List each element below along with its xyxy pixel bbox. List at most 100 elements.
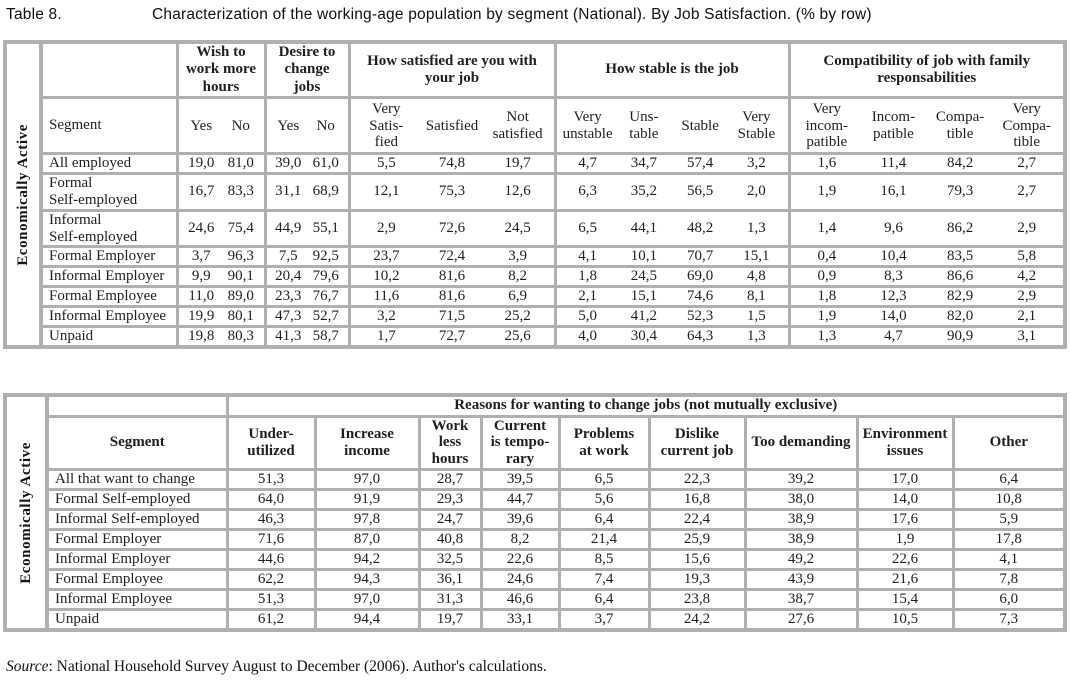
value-cell: 94,4 [313, 607, 421, 632]
value-group-cell: 19,0 81,0 [175, 152, 267, 176]
value: 1,9 [817, 183, 837, 200]
table1-side-label: Economically Active [14, 123, 31, 266]
value: 15,1 [743, 248, 770, 265]
value: 1,8 [817, 288, 837, 305]
segment-cell: Unpaid [39, 325, 179, 349]
value-group-cell: 23,7 72,4 3,9 [347, 245, 557, 269]
col-header: Yes [190, 117, 213, 134]
segment-column-header: Segment [39, 96, 179, 156]
value: 64,3 [687, 328, 714, 345]
value: 6,3 [578, 183, 597, 200]
group-header-stability: How stable is the job [553, 40, 791, 100]
col-header-problems-at-work: Problems at work [557, 414, 651, 471]
value: 19,9 [188, 308, 215, 325]
value: 39,0 [275, 155, 302, 172]
value-group-cell: 4,7 34,7 57,4 3,2 [553, 152, 791, 176]
value: 11,4 [880, 155, 907, 172]
value: 1,5 [747, 308, 766, 325]
value: 1,3 [817, 328, 837, 345]
value-cell: 32,5 [417, 547, 483, 571]
value: 2,7 [1017, 155, 1037, 172]
value: 68,9 [312, 183, 339, 200]
value-group-cell: 2,1 15,1 74,6 8,1 [553, 285, 791, 309]
value: 90,1 [227, 268, 254, 285]
table-row: Informal Employer 44,6 94,2 32,5 22,6 8,5 15,6… [45, 547, 1067, 571]
value: 6,5 [578, 220, 597, 237]
segment-cell: Formal Employer [39, 245, 179, 269]
value-cell: 6,4 [951, 467, 1067, 491]
col-header: Yes [277, 117, 300, 134]
value: 57,4 [687, 155, 714, 172]
value: 58,7 [312, 328, 339, 345]
value-cell: 7,3 [951, 607, 1067, 632]
value: 2,1 [1017, 308, 1037, 325]
value: 80,1 [227, 308, 254, 325]
group-header-desire-change: Desire to change jobs [263, 40, 351, 100]
value: 24,5 [630, 268, 657, 285]
value-cell: 6,4 [557, 507, 651, 531]
value: 11,6 [373, 288, 400, 305]
table-row: Informal Self-employed 24,6 75,4 44,9 55,1 2,… [39, 208, 1067, 249]
table2-side-label: Economically Active [17, 441, 34, 584]
value-group-cell: 41,3 58,7 [263, 325, 351, 349]
group-header-compatibility: Compatibility of job with family respons… [787, 40, 1067, 100]
value: 81,6 [438, 288, 466, 305]
col-header: Very unstable [562, 109, 613, 142]
table-row: Formal Employer 3,7 96,3 7,5 92,5 23,7 72,4 3,9… [39, 245, 1067, 269]
value: 5,5 [376, 155, 396, 172]
value-cell: 10,8 [951, 487, 1067, 511]
table1-wrapper: Economically Active Wish to work more ho… [3, 40, 1067, 350]
value-cell: 8,5 [557, 547, 651, 571]
value: 0,4 [817, 248, 837, 265]
blank-corner-cell [45, 393, 229, 418]
segment-cell: Informal Self-employed [45, 507, 229, 531]
value-cell: 22,3 [647, 467, 747, 491]
value-group-cell: 11,6 81,6 6,9 [347, 285, 557, 309]
value-group-cell: 4,1 10,1 70,7 15,1 [553, 245, 791, 269]
value: 83,3 [227, 183, 254, 200]
value-cell: 6,4 [557, 587, 651, 611]
value-cell: 62,2 [225, 567, 317, 591]
value-cell: 5,6 [557, 487, 651, 511]
value-group-cell: 0,4 10,4 83,5 5,8 [787, 245, 1067, 269]
col-header-underutilized: Under- utilized [225, 414, 317, 471]
table-row: Unpaid 61,2 94,4 19,7 33,1 3,7 24,2 27,6 10,5 7,3 [45, 607, 1067, 632]
value-cell: 64,0 [225, 487, 317, 511]
value: 23,3 [275, 288, 302, 305]
value-cell: 40,8 [417, 527, 483, 551]
value: 2,7 [1017, 183, 1037, 200]
value: 83,5 [946, 248, 974, 265]
value: 34,7 [630, 155, 657, 172]
segment-cell: Formal Employer [45, 527, 229, 551]
value-group-cell: 16,7 83,3 [175, 172, 267, 212]
table2-span-header-row: Reasons for wanting to change jobs (not … [45, 393, 1067, 418]
value: 3,9 [508, 248, 528, 265]
table2-column-header-row: Segment Under- utilized Increase income … [45, 414, 1067, 471]
value: 72,4 [438, 248, 466, 265]
value: 4,8 [747, 268, 766, 285]
table-number: Table 8. [6, 6, 62, 23]
value: 11,0 [188, 288, 215, 305]
value: 52,7 [312, 308, 339, 325]
value: 72,6 [438, 220, 466, 237]
segment-cell: All that want to change [45, 467, 229, 491]
value: 41,2 [630, 308, 657, 325]
value: 19,0 [188, 155, 215, 172]
table-row: Formal Employee 11,0 89,0 23,3 76,7 11,6 81,6 6… [39, 285, 1067, 309]
value-cell: 5,9 [951, 507, 1067, 531]
value-group-cell: 1,8 12,3 82,9 2,9 [787, 285, 1067, 309]
col-header: Satisfied [425, 117, 479, 134]
value: 79,3 [946, 183, 974, 200]
value-cell: 22,6 [855, 547, 955, 571]
segment-cell: Informal Employee [39, 305, 179, 329]
value-cell: 4,1 [951, 547, 1067, 571]
col-header: Uns- table [629, 109, 659, 142]
value-group-cell: 10,2 81,6 8,2 [347, 265, 557, 289]
group-header-satisfaction: How satisfied are you with your job [347, 40, 557, 100]
value-cell: 38,7 [743, 587, 859, 611]
value-group-cell: 19,9 80,1 [175, 305, 267, 329]
value: 74,6 [687, 288, 714, 305]
source-text: : National Household Survey August to De… [48, 658, 547, 675]
value: 25,2 [504, 308, 531, 325]
